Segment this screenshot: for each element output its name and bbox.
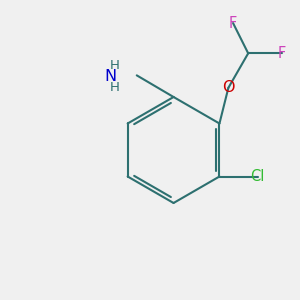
Text: Cl: Cl <box>250 169 265 184</box>
Text: N: N <box>104 69 116 84</box>
Text: H: H <box>110 58 120 71</box>
Text: F: F <box>278 46 286 61</box>
Text: H: H <box>110 81 120 94</box>
Text: F: F <box>229 16 237 31</box>
Text: O: O <box>222 80 235 95</box>
